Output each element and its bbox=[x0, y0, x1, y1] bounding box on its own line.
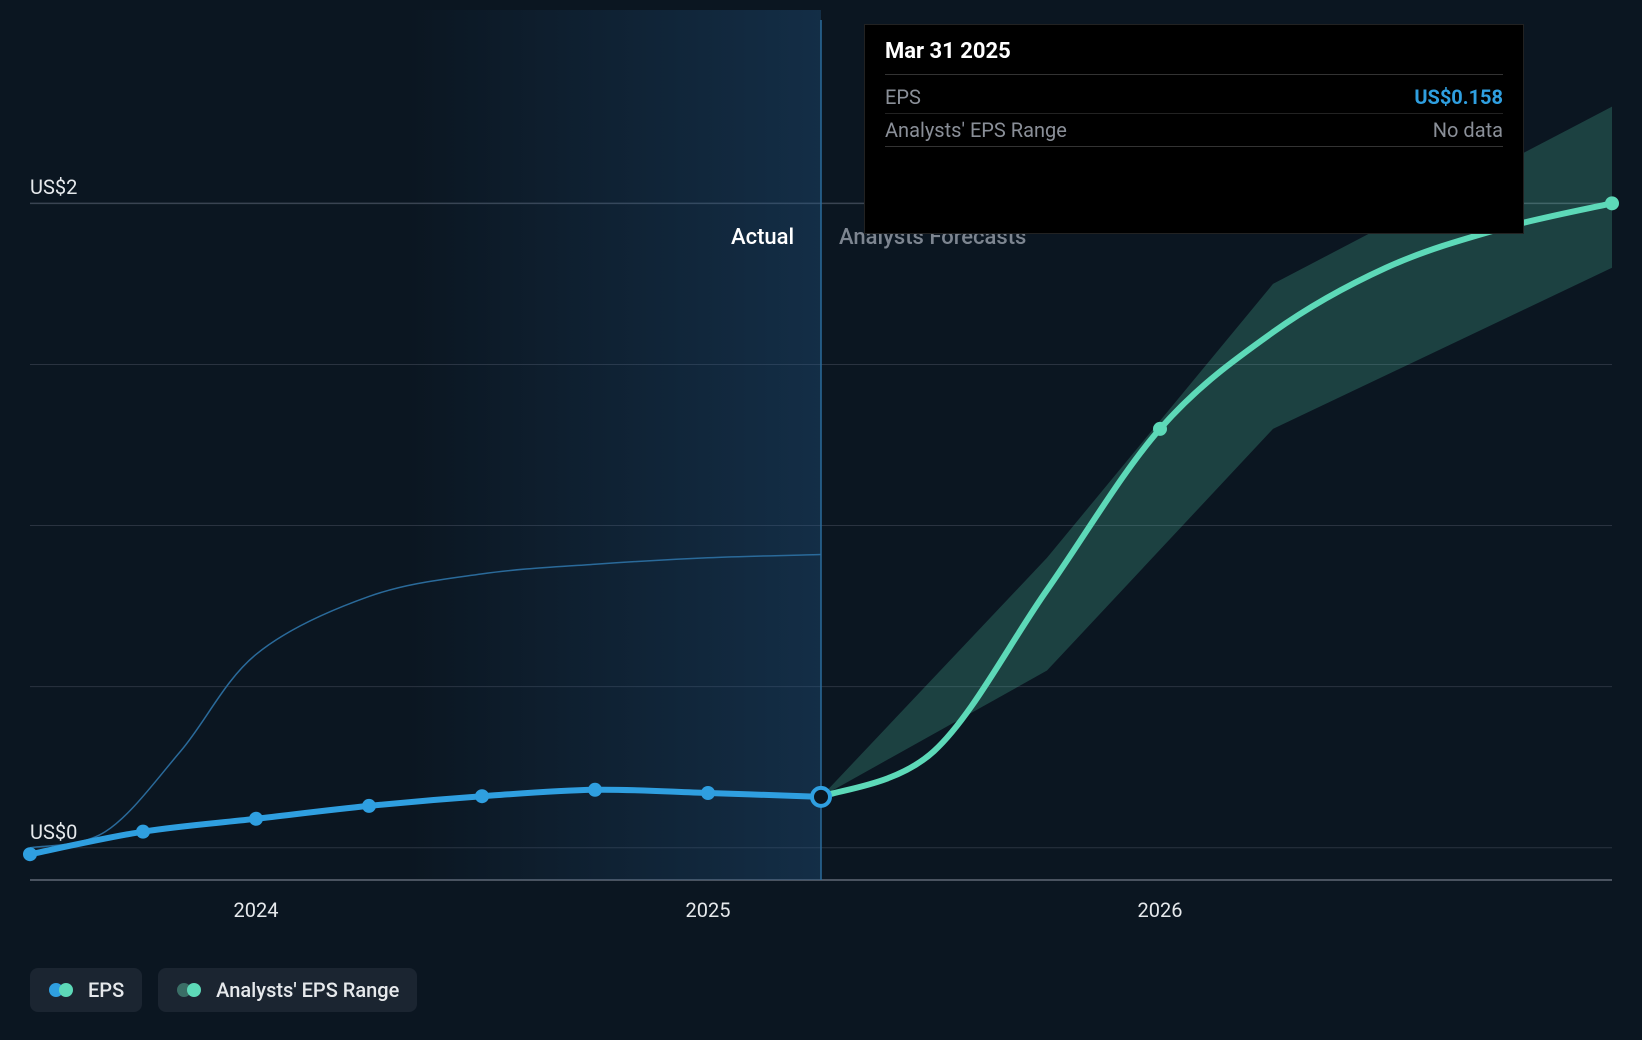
legend-item-label: Analysts' EPS Range bbox=[216, 978, 399, 1002]
tooltip-date: Mar 31 2025 bbox=[885, 39, 1503, 75]
legend-item-eps[interactable]: EPS bbox=[30, 968, 142, 1012]
tooltip-row-label: EPS bbox=[885, 85, 921, 109]
tooltip-row-label: Analysts' EPS Range bbox=[885, 118, 1067, 142]
x-axis-tick-label: 2024 bbox=[234, 898, 279, 922]
eps-forecast-chart: US$0US$2 202420252026 Actual Analysts Fo… bbox=[0, 0, 1642, 1040]
tooltip-row: Analysts' EPS Range No data bbox=[885, 114, 1503, 147]
y-axis-tick-label: US$2 bbox=[30, 175, 77, 199]
actual-region-label: Actual bbox=[731, 225, 794, 250]
legend-swatch-icon bbox=[176, 982, 204, 998]
legend-item-label: EPS bbox=[88, 978, 124, 1002]
legend-item-range[interactable]: Analysts' EPS Range bbox=[158, 968, 417, 1012]
tooltip-row-value: No data bbox=[1433, 118, 1503, 142]
y-axis-tick-label: US$0 bbox=[30, 820, 77, 844]
chart-legend: EPS Analysts' EPS Range bbox=[30, 968, 417, 1012]
x-axis-tick-label: 2025 bbox=[686, 898, 731, 922]
tooltip-row: EPS US$0.158 bbox=[885, 81, 1503, 114]
tooltip-row-value: US$0.158 bbox=[1414, 85, 1503, 109]
x-axis-tick-label: 2026 bbox=[1138, 898, 1183, 922]
hover-tooltip: Mar 31 2025 EPS US$0.158 Analysts' EPS Ran… bbox=[864, 24, 1524, 234]
legend-swatch-icon bbox=[48, 982, 76, 998]
